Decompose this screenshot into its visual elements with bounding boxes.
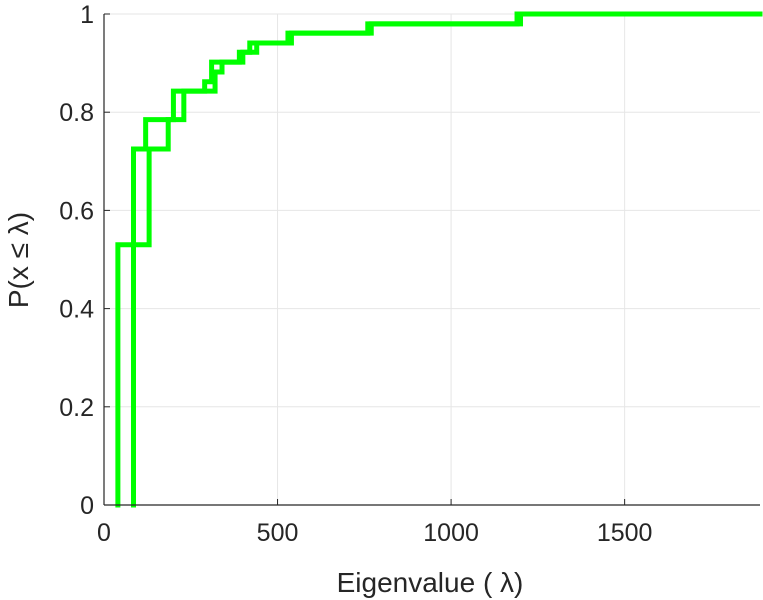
tick-labels: 0 500 1000 1500 0 0.2 0.4 0.6 0.8 1 [59,1,652,547]
y-tick-label: 0.4 [59,296,94,324]
y-tick-label: 0.8 [59,99,94,127]
x-tick-label: 500 [257,519,299,547]
y-tick-label: 0.6 [59,197,94,225]
x-tick-label: 1000 [423,519,479,547]
x-axis-label: Eigenvalue ( λ) [337,567,524,598]
axes [103,13,760,506]
x-tick-label: 1500 [597,519,653,547]
y-tick-label: 0 [80,492,94,520]
series-line-2 [131,11,763,508]
grid-lines [104,13,760,505]
x-tick-label: 0 [97,519,111,547]
y-tick-label: 0.2 [59,394,94,422]
y-tick-label: 1 [80,1,94,29]
y-axis-label: P(x ≤ λ) [3,212,34,308]
series-group [115,11,763,508]
